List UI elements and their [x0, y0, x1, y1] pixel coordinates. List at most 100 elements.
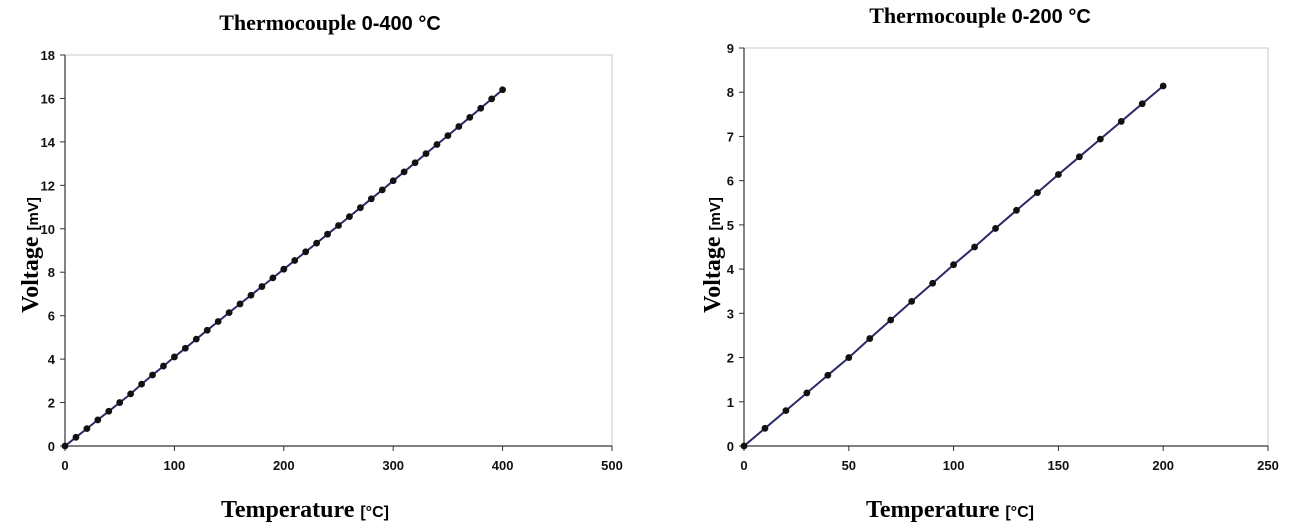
data-point	[346, 213, 353, 221]
data-point	[61, 442, 69, 450]
plot-frame	[743, 47, 1269, 447]
data-point	[444, 132, 452, 139]
y-tick-label: 0	[48, 439, 55, 454]
data-point	[411, 159, 419, 167]
x-axis-label: Temperature	[866, 497, 1005, 523]
data-point	[1013, 206, 1020, 214]
x-tick-label: 200	[273, 458, 295, 473]
data-point	[761, 424, 769, 432]
data-point	[105, 407, 113, 415]
x-tick-label: 150	[1048, 458, 1070, 473]
data-point	[824, 371, 832, 379]
data-point	[116, 399, 124, 406]
chart-title-main: Thermocouple	[869, 3, 1011, 28]
data-point	[400, 168, 408, 176]
data-point	[1138, 100, 1146, 108]
y-tick-label: 0	[727, 439, 734, 454]
y-tick-label: 2	[727, 351, 734, 366]
x-tick-label: 400	[492, 458, 514, 473]
data-point	[1096, 135, 1104, 143]
x-tick-label: 100	[943, 458, 965, 473]
data-point	[192, 335, 200, 343]
data-point	[302, 248, 310, 256]
data-point	[236, 300, 244, 308]
y-tick-label: 9	[727, 41, 734, 56]
data-point	[291, 257, 299, 264]
x-tick-label: 0	[61, 458, 68, 473]
data-point	[499, 86, 506, 94]
data-point	[258, 283, 266, 290]
y-tick-label: 8	[48, 265, 55, 280]
y-tick-label: 12	[41, 178, 55, 193]
y-tick-label: 7	[727, 129, 734, 144]
data-point	[378, 186, 386, 194]
data-point	[466, 113, 474, 121]
data-point	[356, 204, 364, 212]
data-point	[803, 389, 811, 397]
y-axis-title: Voltage [mV]	[700, 197, 726, 313]
x-tick-label: 500	[601, 458, 623, 473]
y-tick-label: 16	[41, 91, 55, 106]
data-point	[72, 433, 80, 441]
data-point	[171, 353, 178, 361]
chart-svg: 0 50 100 150 200 250 0 1 2 3 4 5 6 7 8 9 Thermocouple 0-…	[700, 3, 1279, 523]
y-tick-label: 4	[727, 262, 735, 277]
chart-title: Thermocouple 0-400 °C	[219, 10, 441, 35]
x-axis-unit: [°C]	[1005, 504, 1034, 521]
data-point	[887, 316, 895, 324]
x-tick-label: 200	[1152, 458, 1174, 473]
y-tick-label: 6	[727, 174, 734, 189]
data-point	[1055, 171, 1062, 178]
x-axis-title: Temperature [°C]	[866, 497, 1034, 523]
data-point	[160, 362, 167, 370]
data-point	[455, 123, 463, 130]
data-point	[740, 442, 748, 450]
data-point	[845, 354, 853, 361]
y-axis-label: Voltage	[700, 230, 726, 312]
y-axis-unit: [mV]	[25, 197, 42, 230]
x-tick-label: 100	[164, 458, 186, 473]
data-point	[269, 274, 277, 282]
y-tick-label: 1	[727, 395, 734, 410]
x-axis-unit: [°C]	[360, 504, 389, 521]
x-axis-label: Temperature	[221, 497, 360, 523]
data-point	[992, 225, 999, 232]
y-tick-label: 2	[48, 396, 55, 411]
data-point	[94, 416, 102, 424]
data-point	[335, 222, 342, 229]
data-point	[149, 371, 156, 379]
y-tick-label: 4	[48, 352, 56, 367]
data-point	[866, 335, 874, 342]
data-point	[971, 243, 978, 251]
plot-frame	[64, 54, 613, 447]
chart-title: Thermocouple 0-200 °C	[869, 3, 1091, 28]
data-point	[181, 344, 189, 352]
data-point	[1034, 189, 1041, 197]
chart-panel-right: 0 50 100 150 200 250 0 1 2 3 4 5 6 7 8 9 Thermocouple 0-…	[680, 0, 1295, 526]
data-point	[324, 230, 331, 238]
data-point	[203, 326, 211, 334]
data-point	[477, 104, 485, 112]
data-point	[929, 279, 937, 287]
data-point	[214, 318, 222, 325]
x-tick-label: 250	[1257, 458, 1279, 473]
chart-title-range: 0-200 °C	[1012, 6, 1091, 28]
x-tick-label: 0	[740, 458, 747, 473]
data-point	[225, 309, 233, 317]
y-axis-unit: [mV]	[707, 197, 724, 230]
data-point	[127, 390, 135, 398]
data-point	[1117, 118, 1125, 125]
data-point	[433, 141, 441, 148]
data-point	[950, 261, 957, 269]
x-axis-title: Temperature [°C]	[221, 497, 389, 523]
chart-title-main: Thermocouple	[219, 10, 361, 35]
data-point	[782, 407, 790, 415]
data-point	[488, 95, 496, 103]
data-point	[908, 297, 916, 305]
y-tick-label: 8	[727, 85, 734, 100]
data-point	[313, 239, 321, 247]
chart-panel-left: 0 100 200 300 400 500 0 2 4 6 8 10 12 14 16 18 Thermocou…	[0, 0, 640, 526]
y-tick-label: 6	[48, 309, 55, 324]
y-axis-title: Voltage [mV]	[18, 197, 44, 313]
y-tick-label: 3	[727, 306, 734, 321]
